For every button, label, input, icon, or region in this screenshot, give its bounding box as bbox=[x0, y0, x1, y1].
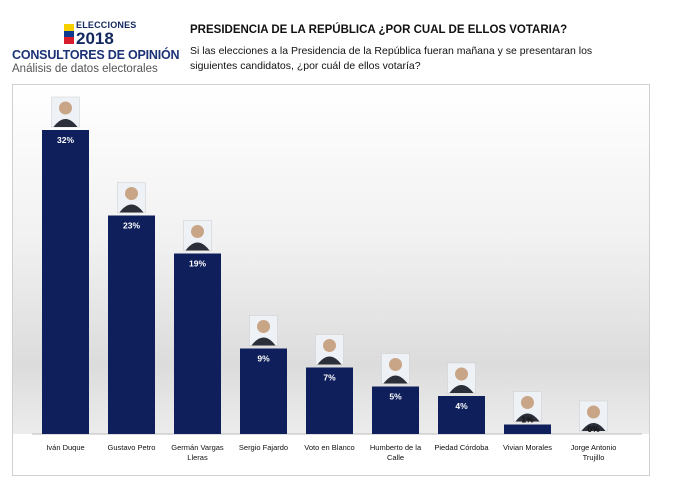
photo-body bbox=[185, 242, 210, 251]
photo-face bbox=[125, 187, 138, 200]
category-label: Voto en Blanco bbox=[304, 443, 354, 452]
photo-body bbox=[449, 385, 474, 393]
candidate-photo bbox=[117, 182, 146, 213]
category-label-line: Germán Vargas bbox=[171, 443, 224, 452]
photo-face bbox=[521, 396, 534, 409]
bar bbox=[372, 386, 419, 434]
photo-face bbox=[389, 358, 402, 371]
category-label-line: Calle bbox=[387, 453, 404, 462]
category-label-line: Piedad Córdoba bbox=[434, 443, 489, 452]
bar-chart: 32% Iván Duque 23% Gustavo Petro 19% Germán V… bbox=[12, 84, 650, 476]
category-label: Vivian Morales bbox=[503, 443, 552, 452]
category-label: Iván Duque bbox=[46, 443, 84, 452]
plot-border bbox=[12, 84, 650, 476]
data-label: 32% bbox=[57, 135, 74, 145]
bar bbox=[306, 367, 353, 434]
survey-question: Si las elecciones a la Presidencia de la… bbox=[190, 45, 593, 72]
data-label: 5% bbox=[389, 392, 402, 402]
data-label: 0% bbox=[587, 424, 600, 434]
candidate-photo bbox=[447, 362, 476, 394]
logo-name: CONSULTORES DE OPINIÓN bbox=[12, 48, 180, 62]
photo-face bbox=[59, 101, 72, 115]
category-label: Humberto de la Calle bbox=[370, 443, 422, 462]
category-label-line: Jorge Antonio bbox=[571, 443, 617, 452]
data-label: 9% bbox=[257, 354, 270, 364]
category-label-line: Sergio Fajardo bbox=[239, 443, 288, 452]
page-title: PRESIDENCIA DE LA REPÚBLICA ¿POR CUAL DE… bbox=[190, 24, 568, 36]
photo-body bbox=[317, 356, 342, 365]
bar bbox=[240, 348, 287, 434]
category-label-line: Vivian Morales bbox=[503, 443, 552, 452]
category-label-line: Voto en Blanco bbox=[304, 443, 354, 452]
bar bbox=[174, 253, 221, 434]
category-label: Gustavo Petro bbox=[108, 443, 156, 452]
flag-stripe-red bbox=[64, 37, 74, 44]
data-label: 23% bbox=[123, 221, 140, 231]
flag-stripe-blue bbox=[64, 30, 74, 38]
candidate-photo bbox=[183, 220, 212, 251]
category-label-line: Iván Duque bbox=[46, 443, 84, 452]
category-label-line: Gustavo Petro bbox=[108, 443, 156, 452]
photo-face bbox=[587, 405, 600, 419]
photo-body bbox=[53, 119, 78, 127]
data-label: 1% bbox=[521, 415, 534, 425]
photo-body bbox=[383, 375, 408, 384]
photo-body bbox=[119, 204, 144, 213]
candidate-photo bbox=[51, 96, 80, 128]
candidate-photo bbox=[381, 353, 410, 384]
logo: ELECCIONES 2018 CONSULTORES DE OPINIÓN A… bbox=[12, 20, 180, 78]
photo-face bbox=[257, 320, 270, 333]
photo-body bbox=[581, 423, 606, 431]
photo-face bbox=[455, 367, 468, 381]
bar bbox=[504, 424, 551, 434]
photo-body bbox=[515, 413, 540, 422]
category-label-line: Humberto de la bbox=[370, 443, 422, 452]
data-label: 19% bbox=[189, 259, 206, 269]
category-label: Germán Vargas Lleras bbox=[171, 443, 224, 462]
bar bbox=[108, 215, 155, 434]
candidate-photo bbox=[315, 334, 344, 365]
photo-face bbox=[323, 339, 336, 352]
logo-year: 2018 bbox=[76, 29, 114, 48]
bar bbox=[42, 130, 89, 434]
category-label: Jorge Antonio Trujillo bbox=[571, 443, 617, 462]
photo-body bbox=[251, 337, 276, 346]
candidate-photo bbox=[513, 391, 542, 422]
candidate-photo bbox=[249, 315, 278, 346]
category-label-line: Trujillo bbox=[583, 453, 605, 462]
data-label: 7% bbox=[323, 373, 336, 383]
category-label: Sergio Fajardo bbox=[239, 443, 288, 452]
flag-icon bbox=[64, 24, 74, 44]
bar bbox=[438, 396, 485, 434]
photo-face bbox=[191, 225, 204, 238]
logo-top-text: ELECCIONES bbox=[76, 20, 137, 30]
logo-subtitle: Análisis de datos electorales bbox=[12, 63, 158, 75]
flag-stripe-yellow bbox=[64, 24, 74, 31]
category-label-line: Lleras bbox=[187, 453, 208, 462]
chart-svg: 32% Iván Duque 23% Gustavo Petro 19% Germán V… bbox=[12, 84, 650, 476]
candidate-photo bbox=[579, 400, 608, 432]
category-label: Piedad Córdoba bbox=[434, 443, 489, 452]
data-label: 4% bbox=[455, 401, 468, 411]
